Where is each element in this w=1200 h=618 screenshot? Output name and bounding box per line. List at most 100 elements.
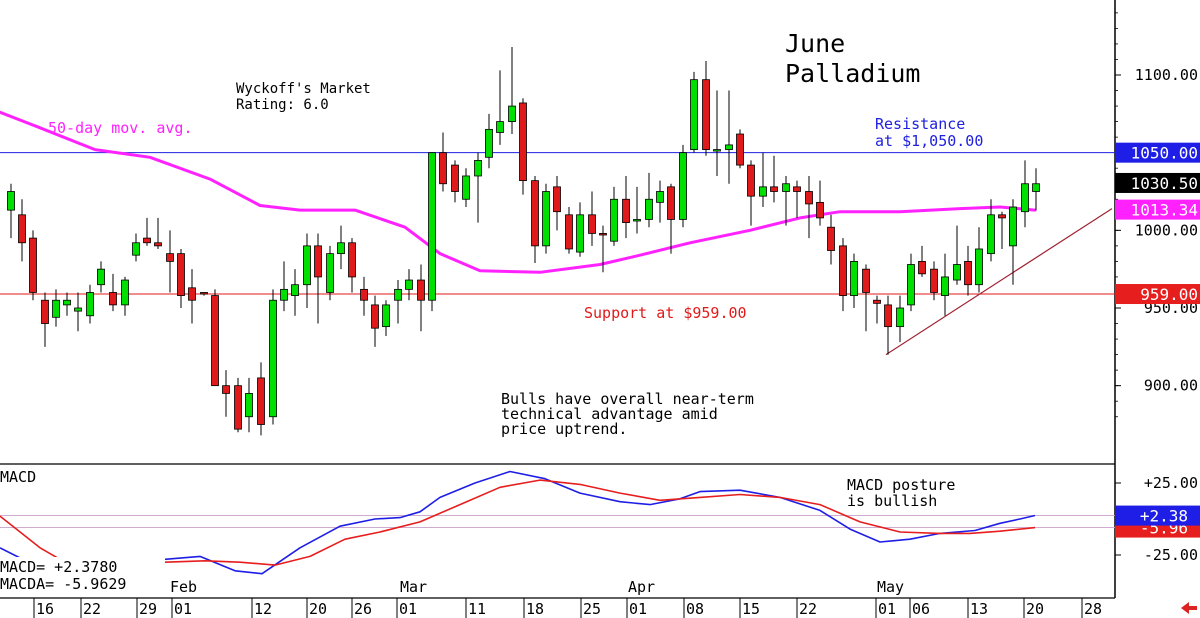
candle-body <box>508 105 516 122</box>
candle <box>154 217 162 249</box>
commentary-line-3: price uptrend. <box>501 420 627 438</box>
candle <box>599 225 607 273</box>
candle-body <box>918 260 926 275</box>
candle-body <box>542 191 550 247</box>
x-date-label: 01 <box>399 600 417 618</box>
macd-panel: +25.00 -25.00 -5.96+2.38 MACD MACD postur… <box>0 468 1200 597</box>
chart-title: June Palladium <box>785 29 920 88</box>
x-date-label: 13 <box>970 600 988 618</box>
x-date-label: 20 <box>1026 600 1044 618</box>
x-month-label: Apr <box>628 578 655 596</box>
candle <box>132 233 140 262</box>
ma-label: 50-day mov. avg. <box>48 119 193 137</box>
candle <box>508 47 516 135</box>
candle <box>63 292 71 316</box>
y-tick-label: 900.00 <box>1144 377 1198 395</box>
title-line-2: Palladium <box>785 59 920 88</box>
commentary-line-2: technical advantage amid <box>501 405 718 423</box>
macd-tags: -5.96+2.38 <box>1115 505 1200 538</box>
title-line-1: June <box>785 29 845 58</box>
candle <box>41 292 49 347</box>
candle-body <box>987 214 995 255</box>
candle <box>918 245 926 277</box>
candlesticks <box>7 47 1040 436</box>
x-date-label: 01 <box>174 600 192 618</box>
candle <box>314 233 322 324</box>
candle-body <box>496 121 504 133</box>
price-tag <box>1115 199 1200 220</box>
candle-body <box>439 152 447 185</box>
x-month-label: May <box>877 578 904 596</box>
candle <box>850 253 858 308</box>
candle-body <box>656 191 664 203</box>
candle-body <box>953 264 961 281</box>
candle-body <box>975 248 983 286</box>
macd-reference-lines <box>0 515 1115 528</box>
commentary-line-1: Bulls have overall near-term <box>501 390 754 408</box>
x-date-label: 16 <box>36 600 54 618</box>
x-date-label: 11 <box>468 600 486 618</box>
x-date-label: 29 <box>139 600 157 618</box>
candle-body <box>245 393 253 418</box>
candle-body <box>109 292 117 306</box>
candle-body <box>531 180 539 247</box>
candle <box>166 230 174 293</box>
uptrend-line <box>885 208 1113 356</box>
arrow-left-icon[interactable] <box>1181 602 1197 614</box>
candle <box>690 71 698 153</box>
candle <box>496 70 504 145</box>
candle <box>531 175 539 263</box>
market-rating: Wyckoff's Market Rating: 6.0 <box>236 81 379 113</box>
candle <box>200 292 208 296</box>
candle <box>805 175 813 239</box>
candle <box>280 261 288 312</box>
candle <box>222 370 230 417</box>
candle <box>519 98 527 195</box>
x-date-label: 18 <box>526 600 544 618</box>
candle-body <box>211 295 219 387</box>
candle <box>326 245 334 301</box>
candle-body <box>63 299 71 306</box>
candle-body <box>394 288 402 301</box>
candle <box>291 269 299 316</box>
candle-body <box>519 102 527 182</box>
x-month-label: Mar <box>400 578 427 596</box>
price-tag-label: 1030.50 <box>1131 174 1198 193</box>
candle <box>234 377 242 433</box>
macd-y-tick-label: -25.00 <box>1144 546 1198 564</box>
candle-body <box>52 299 60 318</box>
candle-body <box>269 299 277 418</box>
candle-body <box>143 237 151 244</box>
candle-body <box>222 385 230 394</box>
commentary: Bulls have overall near-term technical a… <box>501 390 763 438</box>
candle-body <box>827 226 835 251</box>
candle-body <box>7 191 15 211</box>
candle <box>565 207 573 254</box>
candle <box>975 227 983 293</box>
candle <box>884 295 892 355</box>
rating-line-1: Wyckoff's Market <box>236 81 371 97</box>
candle-body <box>884 304 892 328</box>
x-date-label: 08 <box>686 600 704 618</box>
moving-average <box>0 110 1037 274</box>
candle-body <box>759 186 767 197</box>
candle-body <box>907 264 915 306</box>
price-tag-label: 1050.00 <box>1131 144 1198 163</box>
x-date-label: 25 <box>583 600 601 618</box>
candle <box>1009 199 1017 285</box>
candle-body <box>747 164 755 197</box>
candle <box>74 292 82 332</box>
candle-body <box>736 133 744 166</box>
candle <box>417 264 425 332</box>
candle-body <box>873 299 881 304</box>
candle <box>827 214 835 265</box>
candle-body <box>850 260 858 296</box>
candle <box>428 152 436 312</box>
candle-body <box>86 292 94 317</box>
y-tick-label: 1100.00 <box>1135 66 1198 84</box>
candle-body <box>121 279 129 306</box>
rating-line-2: Rating: 6.0 <box>236 97 329 113</box>
macd-readout-line-1: MACD= +2.3780 <box>0 558 117 576</box>
candle-body <box>725 144 733 150</box>
